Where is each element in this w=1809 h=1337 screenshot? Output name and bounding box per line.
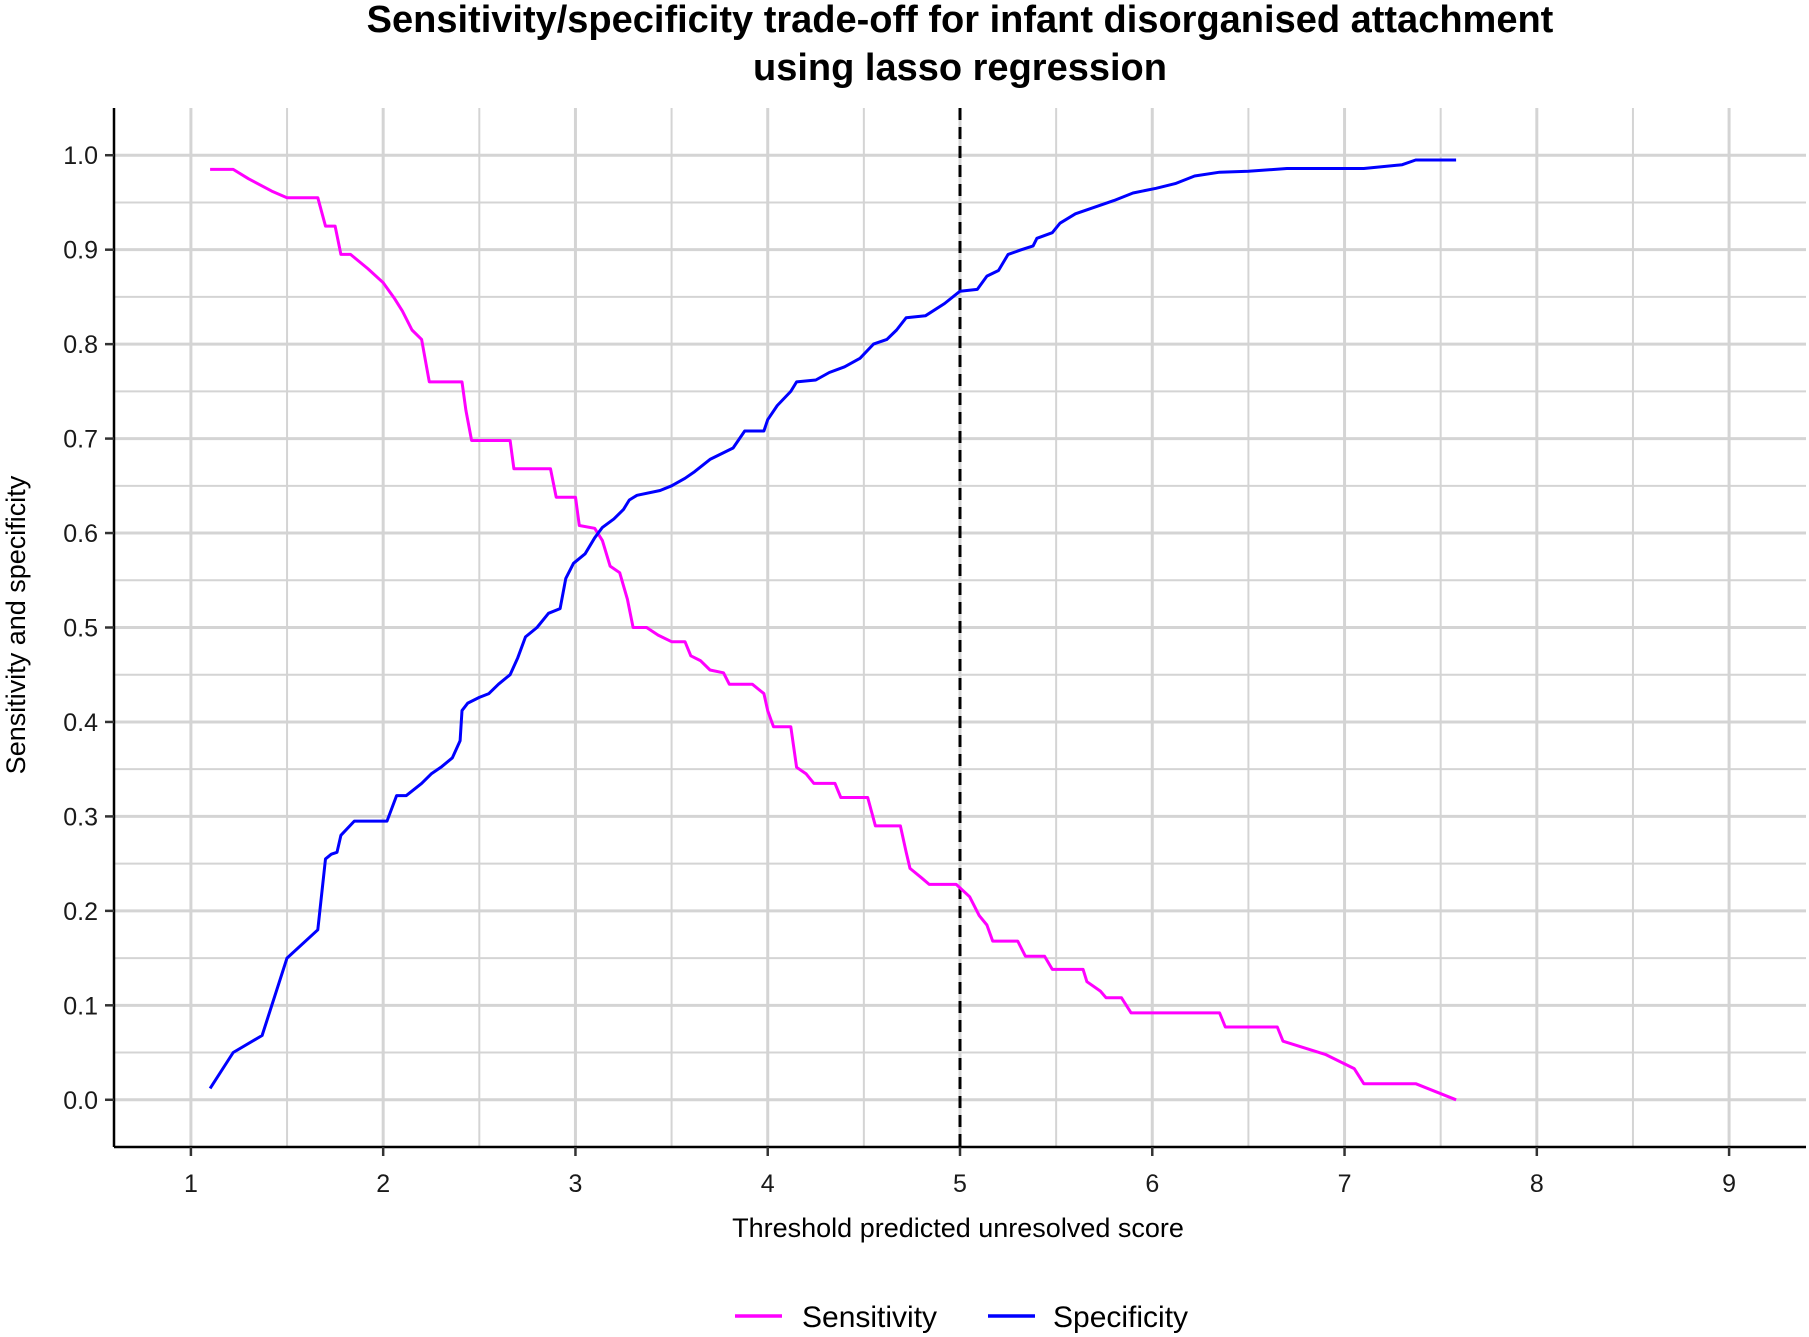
x-tick-label: 6	[1145, 1170, 1159, 1198]
x-tick-label: 3	[569, 1170, 583, 1198]
y-tick-label: 0.7	[63, 426, 98, 454]
chart-subtitle: using lasso regression	[753, 47, 1167, 89]
series-line-specificity	[208, 158, 1457, 1090]
y-tick-label: 0.4	[63, 709, 98, 737]
x-tick-label: 4	[761, 1170, 775, 1198]
legend-label-specificity: Specificity	[1053, 1301, 1188, 1334]
y-tick-label: 1.0	[63, 142, 98, 170]
x-tick-label: 9	[1722, 1170, 1736, 1198]
y-tick-label: 0.9	[63, 237, 98, 265]
x-axis-title: Threshold predicted unresolved score	[732, 1213, 1184, 1243]
axes: 1 2 3 4 5 6 7 8 9 0.0 0.1 0.2 0.3 0.4 0.5 0.6 0.7 0.8 0.9 1…	[63, 108, 1806, 1198]
y-tick-label: 0.1	[63, 992, 98, 1020]
x-tick-label: 7	[1338, 1170, 1352, 1198]
x-tick-label: 5	[953, 1170, 967, 1198]
y-axis-title: Sensitivity and specificity	[1, 475, 31, 774]
y-tick-label: 0.5	[63, 615, 98, 643]
series-layer	[208, 158, 1457, 1102]
series-line-sensitivity	[210, 167, 1457, 1102]
plot-area: 1 2 3 4 5 6 7 8 9 0.0 0.1 0.2 0.3 0.4 0.5 0.6 0.7 0.8 0.9 1…	[63, 108, 1806, 1198]
y-tick-label: 0.8	[63, 331, 98, 359]
x-tick-label: 8	[1530, 1170, 1544, 1198]
x-tick-label: 1	[184, 1170, 198, 1198]
x-tick-label: 2	[376, 1170, 390, 1198]
y-tick-label: 0.6	[63, 520, 98, 548]
chart-title: Sensitivity/specificity trade-off for in…	[367, 0, 1554, 41]
y-tick-label: 0.2	[63, 898, 98, 926]
legend-label-sensitivity: Sensitivity	[802, 1301, 937, 1334]
y-tick-label: 0.3	[63, 803, 98, 831]
y-tick-label: 0.0	[63, 1087, 98, 1115]
legend: Sensitivity Specificity	[735, 1301, 1188, 1334]
